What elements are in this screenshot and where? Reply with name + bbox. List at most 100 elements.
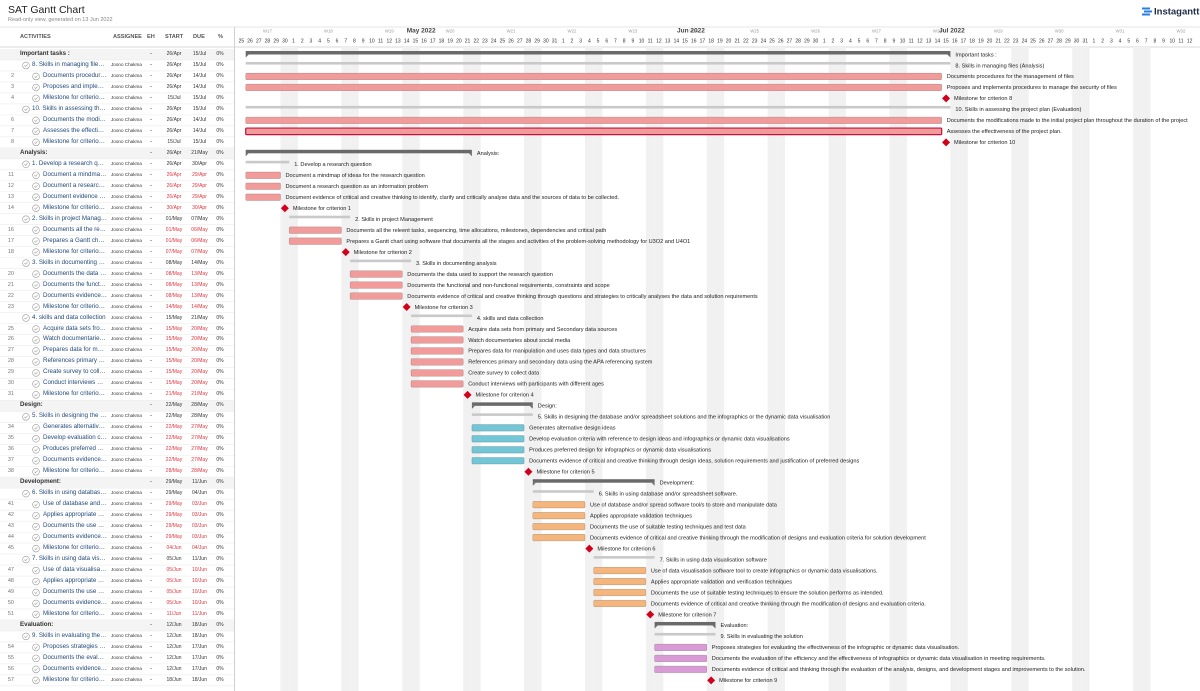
activity-name: Documents evidence of critical and creat… <box>43 599 107 606</box>
summary-bar <box>289 215 351 219</box>
weekend-stripe <box>898 47 907 691</box>
eh: - <box>150 501 152 508</box>
activity-name: Documents procedures for the management … <box>43 71 107 79</box>
row-number: 51 <box>7 610 14 617</box>
bar-label: Milestone for criterion 2 <box>354 250 412 256</box>
assignee: Joono Chakma <box>111 94 142 100</box>
checkmark <box>34 327 38 331</box>
start-date: 26/Apr <box>166 61 182 68</box>
group-row-bg <box>0 400 234 412</box>
progress: 0% <box>216 589 224 596</box>
start-date: 01/May <box>165 237 183 244</box>
progress: 0% <box>216 578 224 585</box>
day-label: 14 <box>674 38 680 44</box>
day-label: 7 <box>1145 38 1148 44</box>
assignee: Joono Chakma <box>111 171 142 177</box>
start-date: 12/Jun <box>166 665 182 672</box>
progress: 0% <box>216 160 224 167</box>
task-bar <box>471 424 525 432</box>
activity-name: Assesses the effectiveness of the projec… <box>43 126 107 134</box>
checkmark <box>34 228 38 232</box>
bar-label: 2. Skills in project Management <box>355 217 433 223</box>
bar-label: Analysis: <box>477 151 500 157</box>
start-date: 08/May <box>165 259 183 266</box>
eh: - <box>150 413 152 420</box>
start-date: 12/Jun <box>166 643 182 650</box>
progress: 0% <box>216 654 224 661</box>
progress: 0% <box>216 336 224 343</box>
month-label: Jul 2022 <box>939 28 965 35</box>
day-label: 25 <box>1030 38 1036 44</box>
checkbox <box>22 413 30 421</box>
assignee: Joono Chakma <box>111 610 142 616</box>
day-label: 15 <box>682 38 688 44</box>
assignee: Joono Chakma <box>111 138 142 144</box>
assignee: Joono Chakma <box>111 643 142 649</box>
start-date: 05/Jun <box>166 556 182 563</box>
row-number: 35 <box>7 435 14 442</box>
start-date: 30/Apr <box>166 204 182 211</box>
progress: 0% <box>216 51 224 57</box>
day-label: 3 <box>579 38 582 44</box>
checkbox <box>32 446 40 454</box>
checkmark <box>34 657 38 660</box>
day-label: 20 <box>726 38 732 44</box>
start-date: 08/May <box>165 270 183 277</box>
checkbox <box>32 303 40 311</box>
row-number: 47 <box>7 567 14 574</box>
progress: 0% <box>216 369 224 376</box>
row-number: 28 <box>7 358 14 365</box>
task-bar <box>410 325 464 333</box>
activity-name: 9. Skills in evaluating the solution <box>32 631 107 639</box>
eh: - <box>150 512 152 519</box>
due-date: 14/Jul <box>192 116 207 123</box>
checkbox <box>32 270 40 278</box>
due-date: 10/Jun <box>191 567 207 574</box>
bar-label: Applies appropriate validation and verif… <box>651 579 792 585</box>
checkmark <box>24 635 28 638</box>
progress: 0% <box>216 600 224 606</box>
progress: 0% <box>216 665 224 672</box>
due-date: 27/May <box>191 457 208 464</box>
due-date: 20/May <box>191 380 208 387</box>
start-date: 22/May <box>165 457 183 464</box>
activity-name: 4. skills and data collection <box>32 313 106 321</box>
eh: - <box>150 51 152 57</box>
row-number: 17 <box>7 237 14 244</box>
bar-label: 9. Skills in evaluating the solution <box>721 634 803 640</box>
progress: 0% <box>216 479 224 486</box>
group-row-bg <box>0 619 234 631</box>
day-label: 15 <box>413 38 419 44</box>
milestone <box>280 204 289 213</box>
start-date: 26/Apr <box>166 116 182 123</box>
activity-name: Watch documentaries about social media <box>43 335 107 343</box>
checkmark <box>34 283 38 287</box>
day-label: 18 <box>969 38 975 44</box>
eh: - <box>150 325 152 332</box>
assignee: Joono Chakma <box>111 424 142 430</box>
milestone <box>402 303 411 312</box>
task-bar <box>654 665 708 673</box>
column-header: % <box>218 34 223 40</box>
row-number: 18 <box>7 248 14 255</box>
activity-name: 8. Skills in managing files (Analysis) <box>32 60 107 68</box>
assignee: Joono Chakma <box>111 589 142 595</box>
task-bar <box>245 116 942 124</box>
activity-name: Milestone for criterion 7 <box>43 609 107 617</box>
day-label: 21 <box>465 38 471 44</box>
activity-name: 10. Skills in assessing the project plan… <box>32 104 107 112</box>
checkmark <box>34 470 38 474</box>
checkmark <box>34 613 38 616</box>
row-number: 56 <box>7 665 14 672</box>
eh: - <box>150 248 152 255</box>
week-label: W26 <box>811 29 820 34</box>
checkmark <box>34 679 38 682</box>
weekend-stripe <box>463 47 472 691</box>
checkmark <box>34 75 38 78</box>
task-bar <box>593 577 647 586</box>
activity-name: Develop evaluation criteria with referen… <box>43 434 107 442</box>
due-date: 29/Apr <box>192 182 207 189</box>
progress: 0% <box>216 281 224 288</box>
progress: 0% <box>216 314 224 321</box>
start-date: 22/May <box>165 424 183 431</box>
